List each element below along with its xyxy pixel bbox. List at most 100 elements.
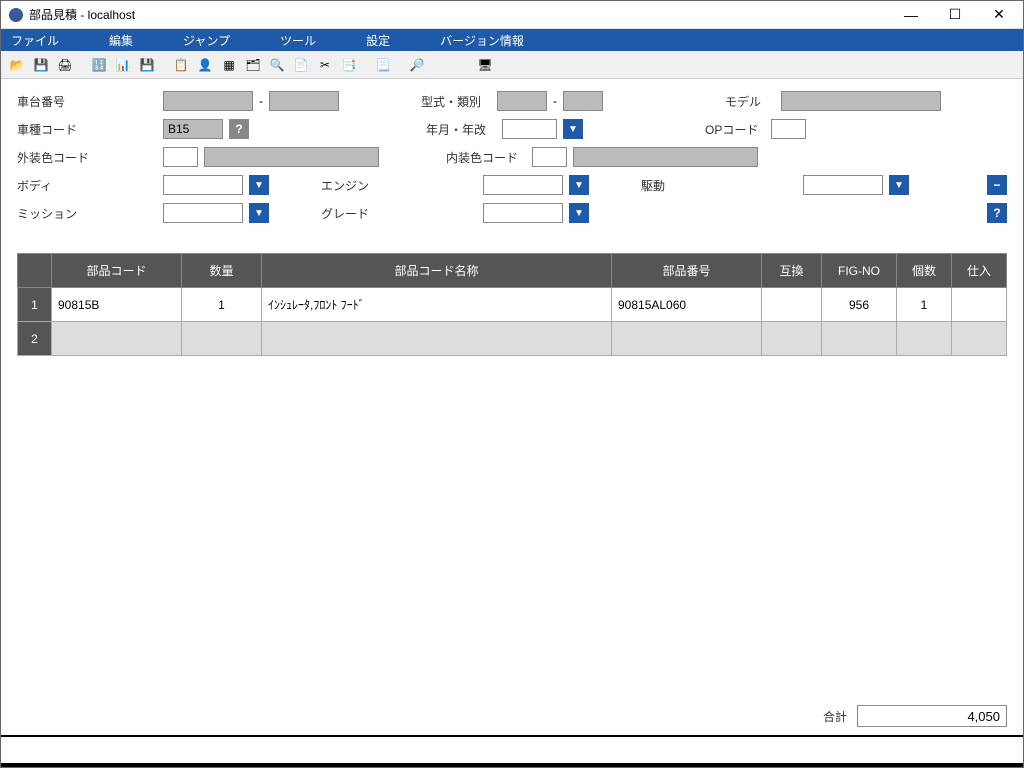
parts-table: 部品コード 数量 部品コード名称 部品番号 互換 FIG-NO 個数 仕入 1 … <box>17 253 1007 356</box>
tool-icon-2[interactable]: 📊 <box>113 55 133 75</box>
cell-count[interactable] <box>897 322 952 356</box>
exterior-color-input-1[interactable] <box>163 147 198 167</box>
drive-input[interactable] <box>803 175 883 195</box>
dash-1: - <box>259 94 263 108</box>
tool-icon-7[interactable]: 🗂 <box>243 55 263 75</box>
car-code-label: 車種コード <box>17 121 157 138</box>
footer: 合計 <box>823 705 1007 727</box>
body-dropdown[interactable]: ▼ <box>249 175 269 195</box>
model-type-input-1[interactable] <box>497 91 547 111</box>
open-icon[interactable]: 📂 <box>7 55 27 75</box>
year-month-input[interactable] <box>502 119 557 139</box>
cell-supply[interactable] <box>952 288 1007 322</box>
th-fig-no: FIG-NO <box>822 254 897 288</box>
body-label: ボディ <box>17 177 157 194</box>
menubar: ファイル 編集 ジャンプ ツール 設定 バージョン情報 <box>1 29 1023 51</box>
close-button[interactable]: ✕ <box>983 5 1015 25</box>
cell-supply[interactable] <box>952 322 1007 356</box>
chassis-no-input-1[interactable] <box>163 91 253 111</box>
divider-line <box>1 735 1023 737</box>
menu-version[interactable]: バージョン情報 <box>440 32 524 49</box>
th-part-no: 部品番号 <box>612 254 762 288</box>
cell-part-name[interactable]: ｲﾝｼｭﾚｰﾀ,ﾌﾛﾝﾄ ﾌｰﾄﾞ <box>262 288 612 322</box>
year-month-label: 年月・年改 <box>426 121 496 138</box>
tool-icon-5[interactable]: 👤 <box>195 55 215 75</box>
interior-color-input-2[interactable] <box>573 147 758 167</box>
exterior-color-input-2[interactable] <box>204 147 379 167</box>
dash-2: - <box>553 94 557 108</box>
th-part-name: 部品コード名称 <box>262 254 612 288</box>
table-header-row: 部品コード 数量 部品コード名称 部品番号 互換 FIG-NO 個数 仕入 <box>18 254 1007 288</box>
car-code-input[interactable] <box>163 119 223 139</box>
interior-color-input-1[interactable] <box>532 147 567 167</box>
cell-qty[interactable]: 1 <box>182 288 262 322</box>
tool-icon-10[interactable]: ✂ <box>315 55 335 75</box>
op-code-label: OPコード <box>705 121 765 138</box>
grade-dropdown[interactable]: ▼ <box>569 203 589 223</box>
window-controls: — ☐ ✕ <box>895 5 1015 25</box>
maximize-button[interactable]: ☐ <box>939 5 971 25</box>
menu-file[interactable]: ファイル <box>11 32 59 49</box>
engine-dropdown[interactable]: ▼ <box>569 175 589 195</box>
tool-icon-4[interactable]: 📋 <box>171 55 191 75</box>
cell-compat[interactable] <box>762 322 822 356</box>
app-window: 部品見積 - localhost — ☐ ✕ ファイル 編集 ジャンプ ツール … <box>0 0 1024 768</box>
th-qty: 数量 <box>182 254 262 288</box>
cell-count[interactable]: 1 <box>897 288 952 322</box>
menu-setting[interactable]: 設定 <box>366 32 390 49</box>
th-part-code: 部品コード <box>52 254 182 288</box>
mission-dropdown[interactable]: ▼ <box>249 203 269 223</box>
cell-rownum: 1 <box>18 288 52 322</box>
tool-icon-1[interactable]: 🔢 <box>89 55 109 75</box>
menu-jump[interactable]: ジャンプ <box>183 32 230 49</box>
tool-icon-9[interactable]: 📄 <box>291 55 311 75</box>
drive-label: 駆動 <box>641 177 691 194</box>
th-rownum <box>18 254 52 288</box>
cell-rownum: 2 <box>18 322 52 356</box>
form-area: 車台番号 - 型式・類別 - モデル 車種コード ? 年月・年改 ▼ OPコード <box>1 79 1023 243</box>
tool-icon-11[interactable]: 📑 <box>339 55 359 75</box>
cell-fig-no[interactable]: 956 <box>822 288 897 322</box>
cell-part-code[interactable] <box>52 322 182 356</box>
tool-icon-8[interactable]: 🔍 <box>267 55 287 75</box>
cell-part-no[interactable]: 90815AL060 <box>612 288 762 322</box>
cell-qty[interactable] <box>182 322 262 356</box>
chassis-no-label: 車台番号 <box>17 93 157 110</box>
app-icon <box>9 8 23 22</box>
model-input[interactable] <box>781 91 941 111</box>
question-button[interactable]: ? <box>987 203 1007 223</box>
table-row[interactable]: 2 <box>18 322 1007 356</box>
menu-tool[interactable]: ツール <box>280 32 316 49</box>
minus-button[interactable]: − <box>987 175 1007 195</box>
mission-label: ミッション <box>17 205 157 222</box>
print-icon[interactable]: 🖨 <box>55 55 75 75</box>
chassis-no-input-2[interactable] <box>269 91 339 111</box>
save-icon[interactable]: 💾 <box>31 55 51 75</box>
th-count: 個数 <box>897 254 952 288</box>
table-row[interactable]: 1 90815B 1 ｲﾝｼｭﾚｰﾀ,ﾌﾛﾝﾄ ﾌｰﾄﾞ 90815AL060 … <box>18 288 1007 322</box>
car-code-help-button[interactable]: ? <box>229 119 249 139</box>
body-input[interactable] <box>163 175 243 195</box>
grade-input[interactable] <box>483 203 563 223</box>
th-supply: 仕入 <box>952 254 1007 288</box>
engine-input[interactable] <box>483 175 563 195</box>
cell-fig-no[interactable] <box>822 322 897 356</box>
mission-input[interactable] <box>163 203 243 223</box>
cell-part-no[interactable] <box>612 322 762 356</box>
op-code-input[interactable] <box>771 119 806 139</box>
cell-compat[interactable] <box>762 288 822 322</box>
drive-dropdown[interactable]: ▼ <box>889 175 909 195</box>
model-type-input-2[interactable] <box>563 91 603 111</box>
minimize-button[interactable]: — <box>895 5 927 25</box>
cell-part-code[interactable]: 90815B <box>52 288 182 322</box>
year-month-dropdown[interactable]: ▼ <box>563 119 583 139</box>
menu-edit[interactable]: 編集 <box>109 32 133 49</box>
tool-icon-3[interactable]: 💾 <box>137 55 157 75</box>
toolbar: 📂 💾 🖨 🔢 📊 💾 📋 👤 ▦ 🗂 🔍 📄 ✂ 📑 📃 🔎 🖥 <box>1 51 1023 79</box>
bottom-border <box>1 763 1023 767</box>
cell-part-name[interactable] <box>262 322 612 356</box>
tool-icon-12[interactable]: 📃 <box>373 55 393 75</box>
tool-icon-13[interactable]: 🔎 <box>407 55 427 75</box>
tool-icon-14[interactable]: 🖥 <box>475 55 495 75</box>
tool-icon-6[interactable]: ▦ <box>219 55 239 75</box>
